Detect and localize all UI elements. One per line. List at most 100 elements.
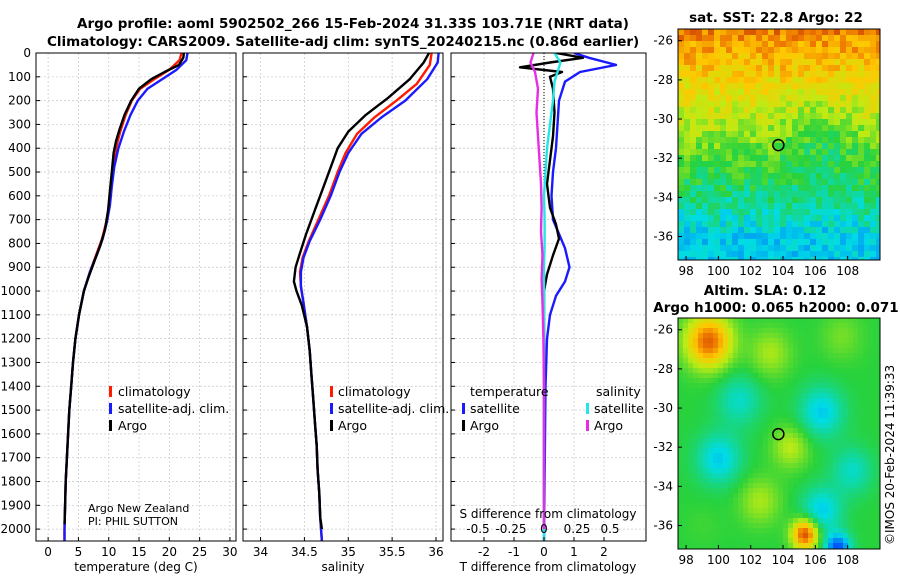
map-cell	[853, 518, 859, 524]
map-cell	[816, 161, 823, 168]
map-cell	[863, 513, 869, 519]
map-cell	[786, 167, 793, 174]
map-cell	[690, 215, 697, 222]
map-cell	[868, 373, 874, 379]
map-cell	[684, 185, 691, 192]
map-cell	[828, 428, 834, 434]
map-cell	[863, 528, 869, 534]
map-cell	[813, 338, 819, 344]
map-cell	[828, 167, 835, 174]
map-cell	[693, 368, 699, 374]
map-cell	[828, 448, 834, 454]
map-cell	[828, 227, 835, 234]
map-cell	[698, 468, 704, 474]
map-cell	[834, 53, 841, 60]
map-cell	[733, 323, 739, 329]
map-cell	[720, 257, 727, 261]
map-cell	[864, 101, 871, 108]
map-cell	[678, 203, 685, 210]
map-cell	[863, 358, 869, 364]
map-cell	[718, 458, 724, 464]
map-cell	[738, 35, 745, 42]
map-cell	[840, 101, 847, 108]
map-cell	[688, 488, 694, 494]
map-cell	[808, 538, 814, 544]
map-cell	[733, 508, 739, 514]
map-cell	[714, 203, 721, 210]
map-cell	[756, 245, 763, 252]
map-cell	[684, 233, 691, 240]
map-cell	[688, 393, 694, 399]
map-cell	[762, 203, 769, 210]
map-cell	[743, 538, 749, 544]
map-cell	[678, 443, 684, 449]
map-cell	[720, 215, 727, 222]
map-cell	[768, 463, 774, 469]
map-cell	[738, 538, 744, 544]
map-cell	[798, 95, 805, 102]
map-cell	[813, 328, 819, 334]
map-cell	[726, 179, 733, 186]
map-cell	[823, 433, 829, 439]
map-cell	[792, 257, 799, 261]
map-cell	[778, 468, 784, 474]
map-cell	[698, 478, 704, 484]
map-cell	[750, 251, 757, 258]
map-cell	[756, 47, 763, 54]
map-cell	[720, 197, 727, 204]
map-cell	[848, 498, 854, 504]
map-cell	[823, 488, 829, 494]
map-cell	[786, 89, 793, 96]
map-x-label: 108	[836, 264, 859, 278]
map-cell	[813, 343, 819, 349]
map-cell	[774, 239, 781, 246]
map-cell	[763, 333, 769, 339]
map-cell	[713, 473, 719, 479]
map-cell	[798, 203, 805, 210]
map-cell	[743, 413, 749, 419]
map-cell	[863, 468, 869, 474]
map-cell	[848, 523, 854, 529]
map-cell	[733, 468, 739, 474]
map-cell	[858, 323, 864, 329]
series-line	[542, 53, 562, 541]
map-cell	[833, 398, 839, 404]
map-cell	[818, 478, 824, 484]
map-cell	[683, 533, 689, 539]
map-cell	[688, 338, 694, 344]
map-cell	[702, 227, 709, 234]
map-cell	[803, 383, 809, 389]
map-cell	[798, 161, 805, 168]
map-cell	[788, 428, 794, 434]
map-cell	[870, 107, 877, 114]
map-cell	[843, 503, 849, 509]
map-cell	[858, 101, 865, 108]
map-cell	[732, 173, 739, 180]
map-cell	[840, 143, 847, 150]
map-cell	[858, 179, 865, 186]
map-cell	[846, 29, 853, 36]
map-cell	[853, 463, 859, 469]
map-cell	[852, 185, 859, 192]
map-cell	[840, 95, 847, 102]
map-cell	[863, 318, 869, 324]
map-cell	[803, 488, 809, 494]
map-cell	[838, 343, 844, 349]
map-cell	[702, 149, 709, 156]
map-cell	[708, 373, 714, 379]
map-cell	[823, 428, 829, 434]
map-cell	[732, 125, 739, 132]
map-cell	[803, 398, 809, 404]
map-cell	[696, 191, 703, 198]
map-cell	[780, 41, 787, 48]
map-cell	[774, 251, 781, 258]
map-cell	[868, 413, 874, 419]
map-cell	[818, 353, 824, 359]
map-cell	[838, 543, 844, 549]
map-cell	[783, 353, 789, 359]
map-cell	[868, 423, 874, 429]
map-cell	[720, 149, 727, 156]
map-cell	[748, 488, 754, 494]
map-cell	[693, 458, 699, 464]
map-cell	[683, 493, 689, 499]
